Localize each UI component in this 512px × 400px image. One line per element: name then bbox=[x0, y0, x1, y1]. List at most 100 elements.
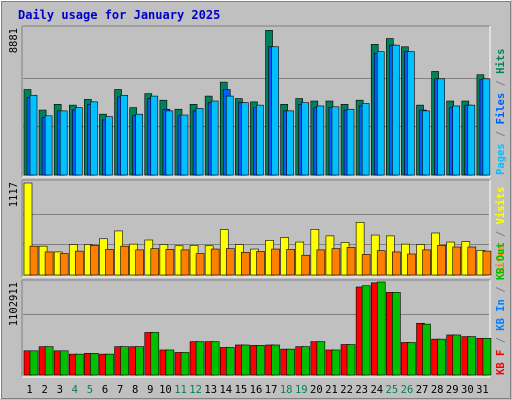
day-label: 15 bbox=[235, 384, 248, 396]
bar-kbout bbox=[120, 346, 129, 376]
bar-sites bbox=[482, 250, 492, 276]
bar-pages bbox=[286, 110, 294, 176]
day-label: 28 bbox=[431, 384, 444, 396]
bar-sites bbox=[225, 248, 235, 276]
bar-sites bbox=[74, 250, 84, 276]
day-label: 23 bbox=[355, 384, 368, 396]
side-legend-part: / bbox=[495, 124, 507, 143]
bar-kbout bbox=[422, 323, 431, 376]
bar-sites bbox=[407, 253, 416, 276]
bar-pages bbox=[195, 108, 204, 176]
bar-kbout bbox=[271, 344, 280, 376]
bar-sites bbox=[346, 247, 356, 276]
bar-pages bbox=[316, 105, 325, 176]
bar-pages bbox=[120, 94, 128, 176]
bar-sites bbox=[376, 250, 386, 276]
bar-pages bbox=[346, 108, 355, 176]
bar-sites bbox=[210, 248, 220, 276]
bar-pages bbox=[361, 103, 370, 176]
side-legend-part: KB F bbox=[495, 350, 507, 375]
side-legend-part: / bbox=[495, 331, 507, 350]
day-label: 7 bbox=[117, 384, 123, 396]
day-label: 12 bbox=[189, 384, 202, 396]
bar-kbout bbox=[150, 332, 160, 376]
bar-kbout bbox=[195, 341, 205, 376]
chart-title: Daily usage for January 2025 bbox=[18, 8, 220, 22]
day-label: 10 bbox=[159, 384, 172, 396]
bar-sites bbox=[150, 248, 160, 276]
bar-pages bbox=[482, 78, 491, 176]
bar-kbout bbox=[90, 353, 99, 376]
bar-pages bbox=[180, 114, 189, 176]
side-legend: KB F / KB In / KB Out bbox=[495, 242, 507, 375]
day-label: 3 bbox=[57, 384, 63, 396]
side-legend-part: Hits bbox=[495, 49, 507, 74]
day-label: 6 bbox=[102, 384, 108, 396]
bar-sites bbox=[195, 253, 205, 276]
bar-kbout bbox=[29, 350, 39, 376]
day-label: 24 bbox=[370, 384, 383, 396]
bar-kbout bbox=[361, 285, 371, 376]
day-label: 16 bbox=[250, 384, 263, 396]
day-label: 9 bbox=[147, 384, 153, 396]
bar-pages bbox=[74, 107, 83, 176]
bar-kbout bbox=[392, 292, 401, 376]
day-label: 20 bbox=[310, 384, 323, 396]
bar-sites bbox=[120, 245, 129, 276]
bar-pages bbox=[105, 116, 113, 176]
bar-sites bbox=[165, 249, 175, 276]
day-label: 13 bbox=[204, 384, 217, 396]
day-label: 29 bbox=[446, 384, 459, 396]
bar-sites bbox=[271, 248, 280, 276]
side-legend-part: KB In bbox=[495, 299, 507, 331]
bar-kbout bbox=[316, 341, 326, 376]
bar-kbout bbox=[376, 281, 386, 376]
bar-pages bbox=[467, 104, 476, 176]
bar-pages bbox=[422, 110, 430, 176]
bar-pages bbox=[376, 51, 385, 176]
bar-pages bbox=[165, 110, 174, 176]
bar-pages bbox=[150, 95, 159, 176]
bar-pages bbox=[407, 51, 415, 176]
side-legend-part: / bbox=[495, 74, 507, 93]
day-label: 21 bbox=[325, 384, 338, 396]
bar-kbout bbox=[59, 350, 69, 376]
bar-kbout bbox=[482, 337, 492, 376]
bar-pages bbox=[437, 78, 445, 176]
bar-kbout bbox=[437, 338, 446, 376]
y-max-label: 1117 bbox=[8, 182, 20, 207]
bar-sites bbox=[422, 249, 431, 276]
day-label: 31 bbox=[476, 384, 489, 396]
bar-pages bbox=[392, 44, 400, 176]
bar-sites bbox=[59, 253, 69, 276]
bar-sites bbox=[286, 249, 295, 276]
day-label: 26 bbox=[401, 384, 414, 396]
bar-pages bbox=[59, 110, 68, 176]
side-legend-part: KB Out bbox=[495, 242, 507, 280]
bar-pages bbox=[135, 113, 143, 176]
side-legend-part: / bbox=[495, 224, 507, 243]
side-legend: Pages / Files / Hits bbox=[495, 49, 507, 175]
bar-kbout bbox=[301, 346, 311, 376]
day-label: 19 bbox=[295, 384, 308, 396]
day-label: 17 bbox=[265, 384, 278, 396]
bar-kbout bbox=[331, 349, 341, 376]
day-label: 25 bbox=[386, 384, 399, 396]
day-label: 5 bbox=[87, 384, 93, 396]
bar-kbout bbox=[180, 352, 190, 376]
bar-pages bbox=[256, 104, 264, 176]
day-label: 30 bbox=[461, 384, 474, 396]
bar-pages bbox=[241, 102, 249, 176]
bar-sites bbox=[331, 248, 341, 276]
bar-kbout bbox=[210, 341, 220, 376]
day-label: 8 bbox=[132, 384, 138, 396]
bar-kbout bbox=[452, 334, 462, 376]
bar-pages bbox=[90, 101, 98, 176]
side-legend-part: Sites bbox=[495, 243, 507, 275]
bar-sites bbox=[105, 249, 114, 276]
bar-kbout bbox=[165, 349, 175, 376]
bar-kbout bbox=[225, 347, 235, 376]
bar-kbout bbox=[44, 346, 54, 376]
day-label: 27 bbox=[416, 384, 429, 396]
